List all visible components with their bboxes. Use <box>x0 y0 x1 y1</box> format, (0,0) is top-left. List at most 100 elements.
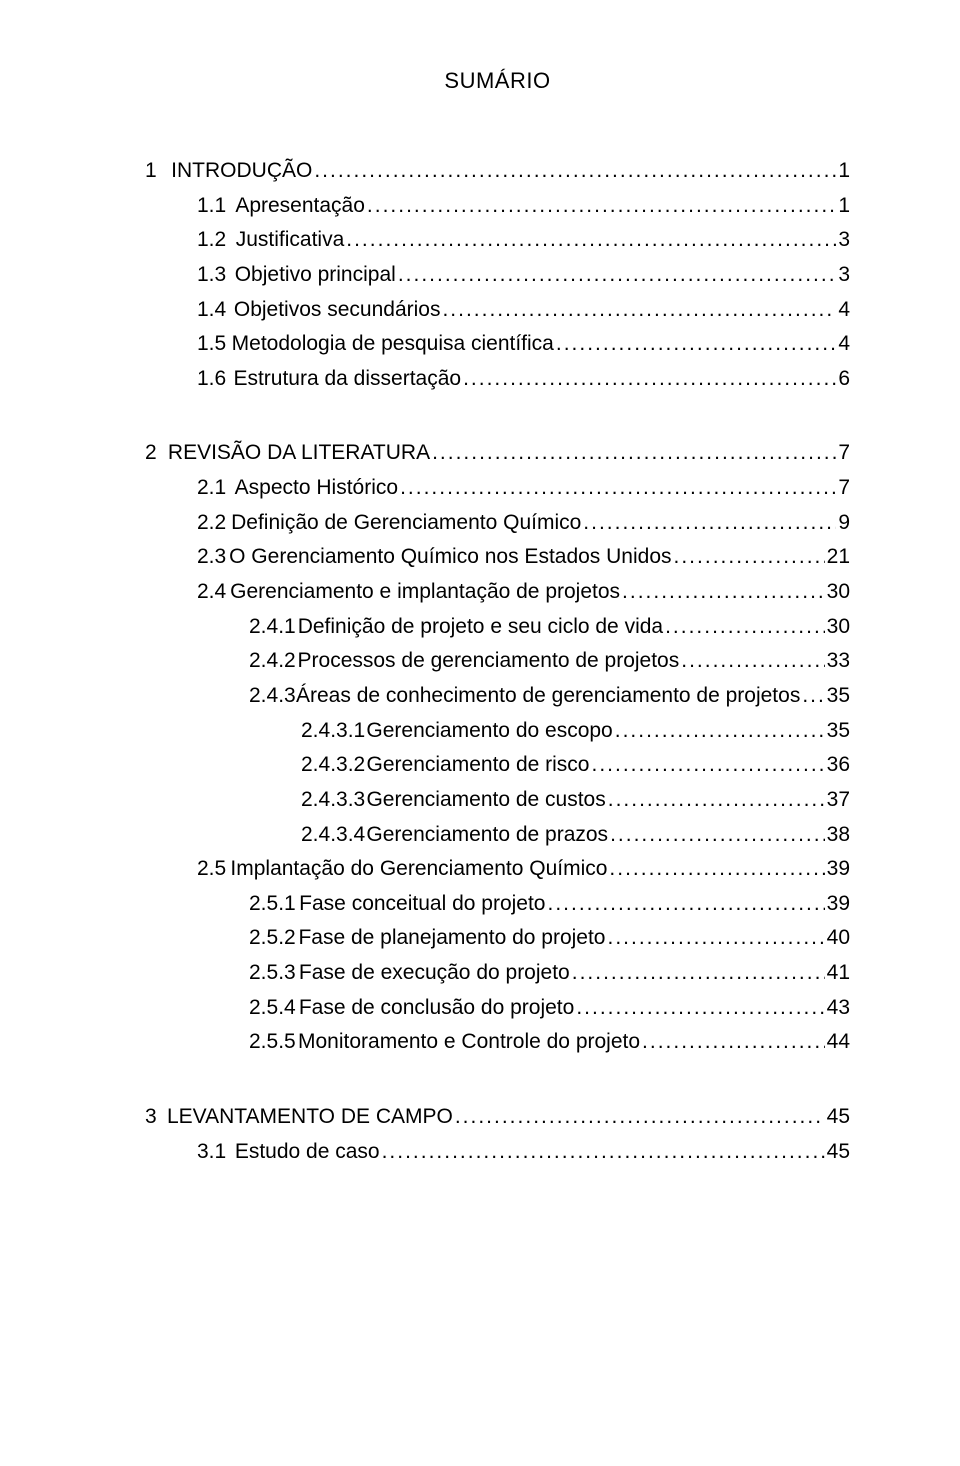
toc-leader-dots <box>608 783 825 818</box>
toc-title: Apresentação <box>235 189 365 224</box>
toc-page-number: 3 <box>838 223 850 258</box>
toc-title: Objetivos secundários <box>234 293 441 328</box>
toc-page-number: 30 <box>827 610 850 645</box>
toc-title: Gerenciamento de custos <box>366 783 605 818</box>
toc-number: 2.4.3 <box>249 679 296 714</box>
toc-leader-dots <box>607 921 824 956</box>
toc-number: 2.5.1 <box>249 887 296 922</box>
toc-number: 2.4.3.4 <box>301 818 365 853</box>
toc-number: 2.4 <box>197 575 226 610</box>
toc-line: 1.6Estrutura da dissertação6 <box>145 362 850 397</box>
toc-leader-dots <box>622 575 825 610</box>
toc-title: Gerenciamento e implantação de projetos <box>230 575 620 610</box>
toc-page-number: 36 <box>827 748 850 783</box>
toc-page-number: 9 <box>838 506 850 541</box>
toc-title: Gerenciamento do escopo <box>366 714 612 749</box>
toc-number: 2.4.3.1 <box>301 714 365 749</box>
toc-line: 1.3Objetivo principal3 <box>145 258 850 293</box>
toc-page-number: 35 <box>827 679 850 714</box>
page-title: SUMÁRIO <box>145 68 850 94</box>
toc-number: 2.1 <box>197 471 226 506</box>
toc-page-number: 6 <box>838 362 850 397</box>
toc-page-number: 21 <box>827 540 850 575</box>
toc-leader-dots <box>642 1025 825 1060</box>
toc-leader-dots <box>615 714 825 749</box>
toc-number: 1.5 <box>197 327 226 362</box>
toc-page-number: 39 <box>827 887 850 922</box>
toc-leader-dots <box>583 506 836 541</box>
toc-number: 2.4.2 <box>249 644 296 679</box>
toc-line: 2.5.1Fase conceitual do projeto39 <box>145 887 850 922</box>
toc-title: Áreas de conhecimento de gerenciamento d… <box>296 679 800 714</box>
toc-line: 1.2 Justificativa 3 <box>145 223 850 258</box>
toc-leader-dots <box>576 991 824 1026</box>
toc-page-number: 7 <box>838 471 850 506</box>
toc-leader-dots <box>442 293 836 328</box>
toc-title: Estudo de caso <box>235 1135 380 1170</box>
toc-line: 2.4.3.3Gerenciamento de custos 37 <box>145 783 850 818</box>
toc-page-number: 30 <box>827 575 850 610</box>
toc-page-number: 1 <box>838 189 850 224</box>
toc-page-number: 37 <box>827 783 850 818</box>
toc-line: 2.5.3Fase de execução do projeto 41 <box>145 956 850 991</box>
toc-page-number: 3 <box>838 258 850 293</box>
toc-line: 3LEVANTAMENTO DE CAMPO45 <box>145 1100 850 1135</box>
toc-line: 3.1Estudo de caso45 <box>145 1135 850 1170</box>
toc-line: 1INTRODUÇÃO1 <box>145 154 850 189</box>
toc-title: Justificativa <box>236 223 345 258</box>
toc-page-number: 44 <box>827 1025 850 1060</box>
toc-page: SUMÁRIO 1INTRODUÇÃO11.1 Apresentação 1 1.2 J… <box>0 0 960 1466</box>
toc-number: 2.5.5 <box>249 1025 296 1060</box>
toc-leader-dots <box>665 610 825 645</box>
toc-title: REVISÃO DA LITERATURA <box>168 436 430 471</box>
toc-leader-dots <box>548 887 825 922</box>
toc-leader-dots <box>802 679 824 714</box>
toc-leader-dots <box>681 644 824 679</box>
toc-page-number: 40 <box>827 921 850 956</box>
toc-line: 2.4Gerenciamento e implantação de projet… <box>145 575 850 610</box>
toc-leader-dots <box>432 436 836 471</box>
toc-title: Gerenciamento de prazos <box>366 818 608 853</box>
toc-page-number: 39 <box>827 852 850 887</box>
toc-line: 2.5.4Fase de conclusão do projeto 43 <box>145 991 850 1026</box>
toc-line: 2.4.3.4Gerenciamento de prazos 38 <box>145 818 850 853</box>
toc-page-number: 45 <box>827 1135 850 1170</box>
toc-container: 1INTRODUÇÃO11.1 Apresentação 1 1.2 Justifica… <box>145 154 850 1169</box>
toc-leader-dots <box>398 258 837 293</box>
toc-number: 2.4.3.3 <box>301 783 365 818</box>
toc-page-number: 4 <box>838 327 850 362</box>
toc-line: 2.5Implantação do Gerenciamento Químico … <box>145 852 850 887</box>
toc-gap <box>145 396 850 436</box>
toc-title: Fase de execução do projeto <box>299 956 570 991</box>
toc-number: 1 <box>145 154 157 189</box>
toc-number: 1.2 <box>197 223 226 258</box>
toc-line: 2.4.1Definição de projeto e seu ciclo de… <box>145 610 850 645</box>
toc-leader-dots <box>382 1135 825 1170</box>
toc-line: 2.4.3.2Gerenciamento de risco36 <box>145 748 850 783</box>
toc-number: 2 <box>145 436 157 471</box>
toc-title: Monitoramento e Controle do projeto <box>298 1025 640 1060</box>
toc-number: 3 <box>145 1100 157 1135</box>
toc-page-number: 45 <box>827 1100 850 1135</box>
toc-number: 1.1 <box>197 189 226 224</box>
toc-leader-dots <box>346 223 836 258</box>
toc-title: Fase de planejamento do projeto <box>298 921 605 956</box>
toc-leader-dots <box>556 327 836 362</box>
toc-title: Definição de projeto e seu ciclo de vida <box>298 610 663 645</box>
toc-number: 2.2 <box>197 506 226 541</box>
toc-number: 2.5.2 <box>249 921 296 956</box>
toc-title: Fase de conclusão do projeto <box>299 991 575 1026</box>
toc-leader-dots <box>610 818 825 853</box>
toc-line: 1.5Metodologia de pesquisa científica4 <box>145 327 850 362</box>
toc-number: 2.5 <box>197 852 226 887</box>
toc-page-number: 38 <box>827 818 850 853</box>
toc-leader-dots <box>572 956 825 991</box>
toc-page-number: 4 <box>838 293 850 328</box>
toc-title: Estrutura da dissertação <box>233 362 461 397</box>
toc-leader-dots <box>314 154 836 189</box>
toc-leader-dots <box>400 471 836 506</box>
toc-page-number: 7 <box>838 436 850 471</box>
toc-number: 2.3 <box>197 540 226 575</box>
toc-leader-dots <box>591 748 824 783</box>
toc-number: 2.4.1 <box>249 610 296 645</box>
